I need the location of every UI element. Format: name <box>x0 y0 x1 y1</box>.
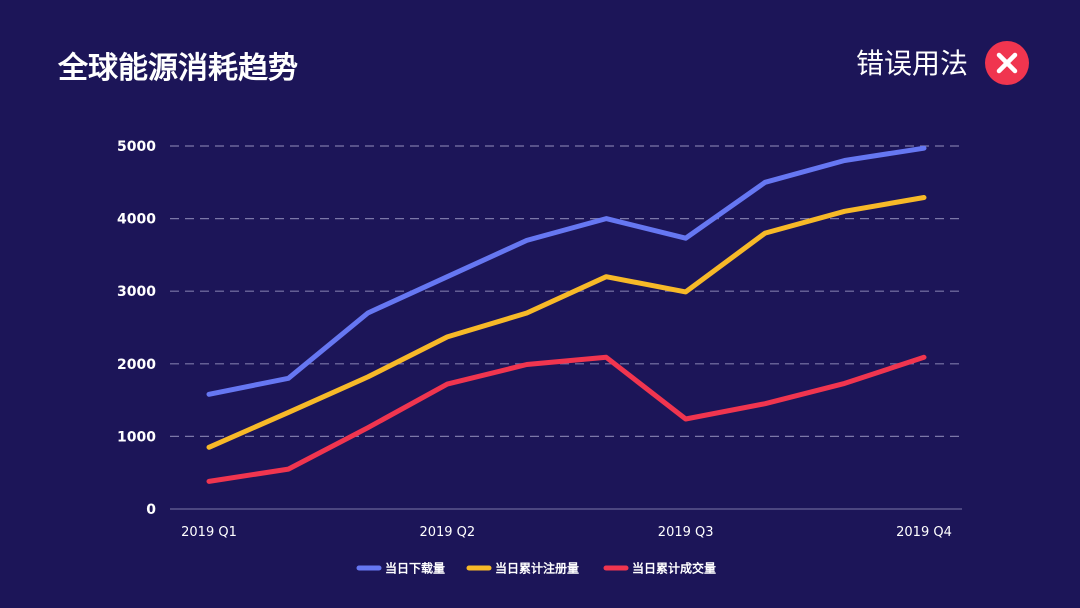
wrong-usage-label: 错误用法 <box>855 47 968 80</box>
close-icon <box>985 41 1029 85</box>
y-tick-label: 2000 <box>117 357 156 373</box>
y-tick-label: 1000 <box>117 429 156 445</box>
legend-label-2: 当日累计注册量 <box>495 561 579 576</box>
y-tick-label: 0 <box>146 502 156 518</box>
y-tick-label: 4000 <box>117 212 156 228</box>
x-tick-label: 2019 Q1 <box>181 525 237 540</box>
series-line-3 <box>206 354 927 484</box>
legend-label-1: 当日下载量 <box>385 561 445 576</box>
x-tick-label: 2019 Q2 <box>419 525 475 540</box>
page-title: 全球能源消耗趋势 <box>58 51 298 86</box>
legend-label-3: 当日累计成交量 <box>632 561 716 576</box>
series-line-1 <box>206 145 927 397</box>
y-tick-label: 5000 <box>117 139 156 155</box>
x-tick-label: 2019 Q4 <box>896 525 952 540</box>
series-line-2 <box>206 195 927 450</box>
y-tick-label: 3000 <box>117 284 156 300</box>
x-tick-label: 2019 Q3 <box>658 525 714 540</box>
